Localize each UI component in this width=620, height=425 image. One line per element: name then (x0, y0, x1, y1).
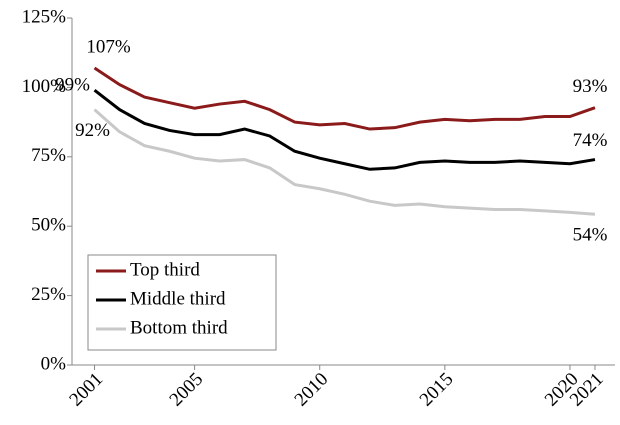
x-tick-label: 2001 (65, 369, 107, 411)
legend-label: Middle third (130, 288, 226, 309)
data-label: 92% (75, 120, 110, 141)
y-tick-label: 75% (31, 145, 66, 166)
y-tick-label: 125% (22, 6, 67, 27)
legend-label: Top third (130, 259, 200, 280)
series-line (93, 88, 596, 171)
data-label: 107% (86, 36, 131, 57)
data-label: 99% (55, 75, 90, 96)
x-tick-label: 2015 (416, 369, 458, 411)
x-tick-label: 2005 (166, 369, 208, 411)
data-label: 54% (573, 225, 608, 246)
data-label: 74% (573, 130, 608, 151)
series-line (93, 108, 596, 216)
legend-label: Bottom third (130, 317, 228, 338)
data-label: 93% (573, 76, 608, 97)
y-tick-label: 50% (31, 215, 66, 236)
y-tick-label: 100% (22, 76, 67, 97)
x-tick-label: 2010 (291, 369, 333, 411)
y-tick-label: 25% (31, 284, 66, 305)
y-tick-label: 0% (41, 353, 67, 374)
series-line (93, 66, 596, 131)
